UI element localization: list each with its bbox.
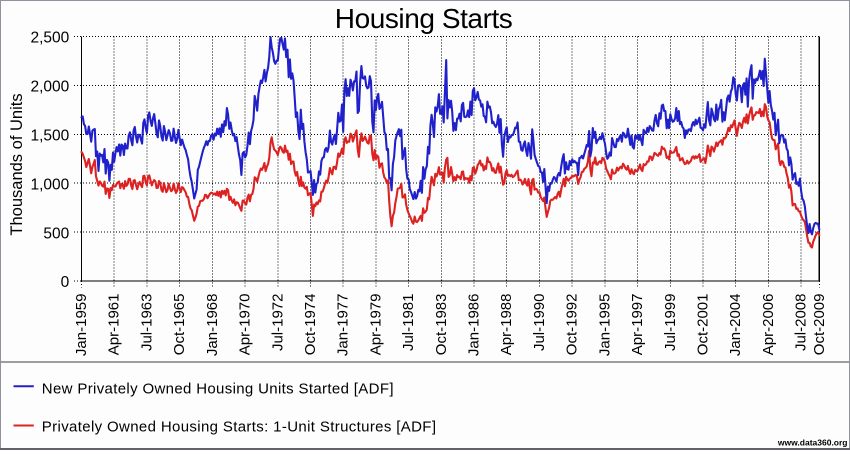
svg-text:Housing Starts: Housing Starts	[335, 3, 513, 34]
svg-text:Jan-2004: Jan-2004	[727, 294, 744, 357]
svg-text:Privately Owned Housing Starts: Privately Owned Housing Starts: 1-Unit S…	[42, 418, 436, 435]
svg-text:0: 0	[61, 274, 70, 291]
svg-text:Oct-2001: Oct-2001	[695, 294, 712, 356]
svg-text:Jul-1990: Jul-1990	[531, 294, 548, 352]
svg-text:Apr-1970: Apr-1970	[237, 294, 254, 356]
svg-text:500: 500	[43, 225, 69, 242]
svg-text:Jan-1986: Jan-1986	[466, 294, 483, 357]
svg-text:Apr-1997: Apr-1997	[629, 294, 646, 356]
svg-text:Oct-1965: Oct-1965	[171, 294, 188, 356]
svg-text:Jan-1968: Jan-1968	[204, 294, 221, 357]
svg-text:Jan-1995: Jan-1995	[596, 294, 613, 357]
svg-text:Oct-2009: Oct-2009	[811, 294, 828, 356]
svg-text:Apr-1979: Apr-1979	[367, 294, 384, 356]
svg-text:1,500: 1,500	[31, 128, 70, 145]
svg-text:Jul-1972: Jul-1972	[269, 294, 286, 352]
svg-text:Jul-1999: Jul-1999	[662, 294, 679, 352]
svg-text:Apr-1988: Apr-1988	[498, 294, 515, 356]
svg-text:www.data360.org: www.data360.org	[777, 437, 848, 447]
svg-text:Jan-1959: Jan-1959	[73, 294, 90, 357]
svg-text:Jul-2008: Jul-2008	[793, 294, 810, 352]
svg-text:Oct-1992: Oct-1992	[564, 294, 581, 356]
svg-text:Thousands of Units: Thousands of Units	[8, 93, 26, 235]
svg-text:2,000: 2,000	[31, 79, 70, 96]
svg-text:Oct-1983: Oct-1983	[433, 294, 450, 356]
svg-text:Apr-2006: Apr-2006	[760, 294, 777, 356]
svg-text:Jul-1981: Jul-1981	[400, 294, 417, 352]
svg-text:Apr-1961: Apr-1961	[106, 294, 123, 356]
svg-text:New Privately Owned Housing Un: New Privately Owned Housing Units Starte…	[42, 380, 394, 397]
svg-text:1,000: 1,000	[31, 176, 70, 193]
svg-text:Oct-1974: Oct-1974	[302, 294, 319, 356]
svg-text:Jan-1977: Jan-1977	[335, 294, 352, 357]
svg-text:Jul-1963: Jul-1963	[138, 294, 155, 352]
svg-text:2,500: 2,500	[31, 30, 70, 47]
